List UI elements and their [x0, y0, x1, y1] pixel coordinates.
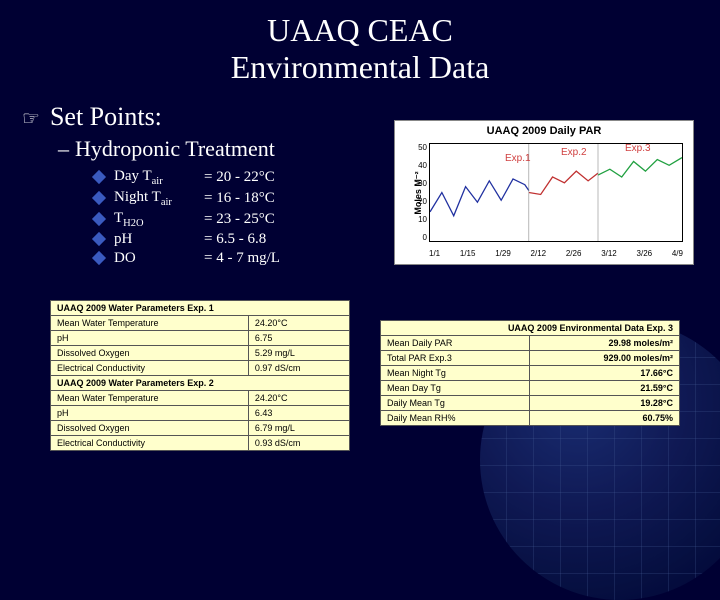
table-cell: 0.97 dS/cm	[248, 361, 349, 376]
ytick: 10	[413, 215, 427, 224]
table-header-row: UAAQ 2009 Water Parameters Exp. 1	[51, 301, 350, 316]
table-cell: 29.98 moles/m²	[529, 336, 679, 351]
xtick: 3/26	[637, 249, 653, 258]
table-row: Mean Water Temperature24.20°C	[51, 391, 350, 406]
slide-title: UAAQ CEAC Environmental Data	[0, 0, 720, 86]
param-label: pH	[114, 231, 204, 248]
xtick: 2/12	[531, 249, 547, 258]
ytick: 20	[413, 197, 427, 206]
xtick: 1/29	[495, 249, 511, 258]
table-cell: Dissolved Oxygen	[51, 421, 249, 436]
table-cell: Dissolved Oxygen	[51, 346, 249, 361]
table-cell: Mean Water Temperature	[51, 316, 249, 331]
table-cell: 21.59°C	[529, 381, 679, 396]
table-cell: pH	[51, 331, 249, 346]
table-cell: 0.93 dS/cm	[248, 436, 349, 451]
param-value: = 16 - 18°C	[204, 190, 275, 207]
table-cell: 17.66°C	[529, 366, 679, 381]
chart-exp3-label: Exp.3	[625, 143, 651, 154]
param-label: Night Tair	[114, 189, 204, 208]
table-cell: Total PAR Exp.3	[381, 351, 530, 366]
param-value: = 20 - 22°C	[204, 169, 275, 186]
table-row: Mean Daily PAR29.98 moles/m²	[381, 336, 680, 351]
water-parameters-table: UAAQ 2009 Water Parameters Exp. 1Mean Wa…	[50, 300, 350, 451]
table-row: Electrical Conductivity0.97 dS/cm	[51, 361, 350, 376]
table-row: Electrical Conductivity0.93 dS/cm	[51, 436, 350, 451]
table-header-row: UAAQ 2009 Environmental Data Exp. 3	[381, 321, 680, 336]
table-cell: 19.28°C	[529, 396, 679, 411]
xtick: 4/9	[672, 249, 683, 258]
table-cell: Daily Mean Tg	[381, 396, 530, 411]
table-row: Daily Mean Tg19.28°C	[381, 396, 680, 411]
param-label: DO	[114, 250, 204, 267]
table-cell: 5.29 mg/L	[248, 346, 349, 361]
param-label: Day Tair	[114, 168, 204, 187]
table-cell: Electrical Conductivity	[51, 361, 249, 376]
table-header-cell: UAAQ 2009 Water Parameters Exp. 2	[51, 376, 350, 391]
ytick: 30	[413, 179, 427, 188]
xtick: 2/26	[566, 249, 582, 258]
dash-bullet: –	[58, 136, 69, 161]
table-cell: 24.20°C	[248, 316, 349, 331]
table-cell: pH	[51, 406, 249, 421]
chart-title: UAAQ 2009 Daily PAR	[395, 121, 693, 137]
diamond-bullet-icon	[92, 170, 106, 184]
chart-exp2-label: Exp.2	[561, 147, 587, 158]
table-cell: 6.43	[248, 406, 349, 421]
table-cell: 24.20°C	[248, 391, 349, 406]
table-cell: 6.79 mg/L	[248, 421, 349, 436]
ytick: 50	[413, 143, 427, 152]
table-header-cell: UAAQ 2009 Environmental Data Exp. 3	[381, 321, 680, 336]
diamond-bullet-icon	[92, 212, 106, 226]
param-value: = 4 - 7 mg/L	[204, 250, 280, 267]
table-row: pH6.75	[51, 331, 350, 346]
table-cell: 929.00 moles/m²	[529, 351, 679, 366]
chart-plot-area	[429, 143, 683, 242]
hydroponic-text: Hydroponic Treatment	[75, 136, 275, 161]
param-value: = 6.5 - 6.8	[204, 231, 266, 248]
table-row: Mean Water Temperature24.20°C	[51, 316, 350, 331]
diamond-bullet-icon	[92, 251, 106, 265]
table-cell: Mean Day Tg	[381, 381, 530, 396]
table-cell: Electrical Conductivity	[51, 436, 249, 451]
table-row: Mean Night Tg17.66°C	[381, 366, 680, 381]
table-row: Total PAR Exp.3929.00 moles/m²	[381, 351, 680, 366]
table-cell: 6.75	[248, 331, 349, 346]
diamond-bullet-icon	[92, 232, 106, 246]
chart-y-axis: 0 10 20 30 40 50	[413, 143, 427, 242]
table-cell: Mean Daily PAR	[381, 336, 530, 351]
diamond-bullet-icon	[92, 191, 106, 205]
title-line-1: UAAQ CEAC	[267, 12, 453, 48]
pointing-hand-icon: ☞	[22, 108, 40, 130]
table-row: pH6.43	[51, 406, 350, 421]
table-header-cell: UAAQ 2009 Water Parameters Exp. 1	[51, 301, 350, 316]
xtick: 1/1	[429, 249, 440, 258]
table-row: Daily Mean RH%60.75%	[381, 411, 680, 426]
setpoints-text: Set Points:	[50, 102, 162, 131]
param-label: TH2O	[114, 210, 204, 229]
title-line-2: Environmental Data	[231, 49, 490, 85]
table-row: Mean Day Tg21.59°C	[381, 381, 680, 396]
table-row: Dissolved Oxygen6.79 mg/L	[51, 421, 350, 436]
ytick: 0	[413, 233, 427, 242]
chart-lines-icon	[430, 144, 682, 241]
table-cell: Mean Night Tg	[381, 366, 530, 381]
ytick: 40	[413, 161, 427, 170]
table-row: Dissolved Oxygen5.29 mg/L	[51, 346, 350, 361]
table-cell: Daily Mean RH%	[381, 411, 530, 426]
chart-x-axis: 1/1 1/15 1/29 2/12 2/26 3/12 3/26 4/9	[429, 249, 683, 258]
xtick: 3/12	[601, 249, 617, 258]
environmental-data-table: UAAQ 2009 Environmental Data Exp. 3Mean …	[380, 320, 680, 426]
par-chart: UAAQ 2009 Daily PAR Moles M⁻² Exp.1 Exp.…	[394, 120, 694, 265]
param-value: = 23 - 25°C	[204, 211, 275, 228]
xtick: 1/15	[460, 249, 476, 258]
table-cell: 60.75%	[529, 411, 679, 426]
table-header-row: UAAQ 2009 Water Parameters Exp. 2	[51, 376, 350, 391]
table-cell: Mean Water Temperature	[51, 391, 249, 406]
chart-exp1-label: Exp.1	[505, 153, 531, 164]
